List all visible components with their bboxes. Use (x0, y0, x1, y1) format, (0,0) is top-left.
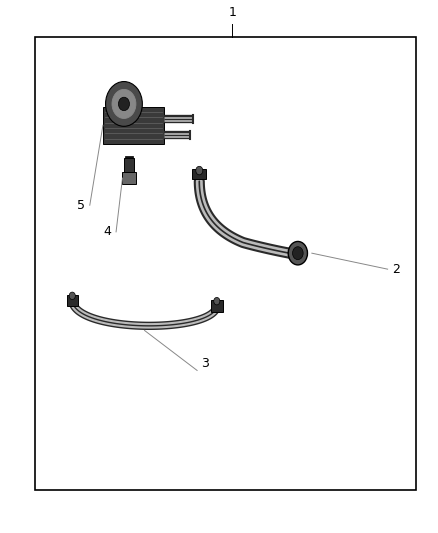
Circle shape (106, 82, 142, 126)
Bar (211, 300, 223, 312)
Bar (124, 158, 134, 172)
Bar (192, 169, 206, 179)
Bar (67, 295, 78, 306)
Circle shape (69, 292, 75, 300)
Text: 4: 4 (104, 225, 112, 238)
Circle shape (118, 97, 130, 111)
Circle shape (112, 90, 136, 118)
Circle shape (196, 166, 203, 175)
Text: 3: 3 (201, 358, 209, 370)
Bar (35, 37, 416, 490)
Circle shape (293, 247, 303, 260)
Circle shape (214, 297, 220, 305)
Text: 2: 2 (392, 263, 400, 276)
Bar (103, 107, 164, 144)
Bar (125, 156, 133, 158)
Text: 1: 1 (228, 6, 236, 19)
Bar (123, 172, 136, 184)
Text: 5: 5 (78, 199, 85, 212)
Circle shape (288, 241, 307, 265)
